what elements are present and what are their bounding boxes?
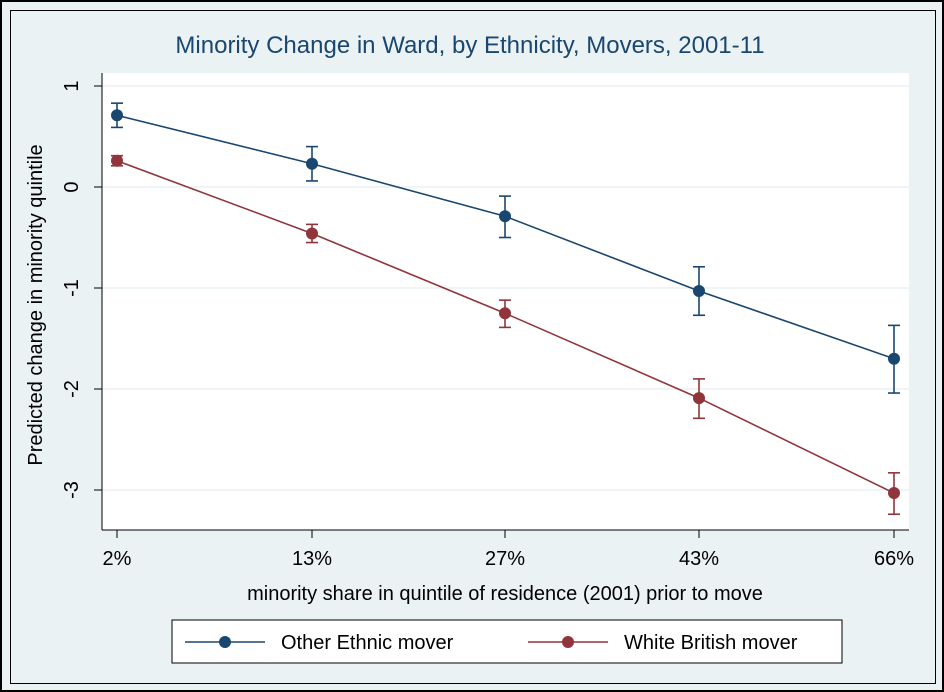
y-tick-label: -1 (61, 279, 83, 297)
x-tick-label: 43% (679, 548, 719, 570)
x-tick-label: 2% (103, 548, 132, 570)
chart-title: Minority Change in Ward, by Ethnicity, M… (175, 32, 764, 59)
legend-item: White British mover (528, 632, 798, 654)
data-point (306, 227, 318, 240)
y-tick-label: 1 (61, 80, 83, 91)
x-axis-label: minority share in quintile of residence … (247, 583, 763, 605)
legend: Other Ethnic mover White British mover (171, 619, 843, 664)
data-point (306, 157, 318, 170)
gridlines (102, 85, 909, 491)
chart-inner-frame (10, 10, 936, 684)
y-tick-label: -3 (61, 481, 83, 499)
series-other-ethnic (111, 102, 900, 394)
series-layer (111, 102, 900, 516)
y-tick-label: 0 (61, 181, 83, 192)
data-point (888, 352, 900, 365)
legend-label: White British mover (624, 632, 798, 654)
y-axis-label: Predicted change in minority quintile (25, 144, 47, 465)
x-ticks: 2% 13% 27% 43% 66% (103, 530, 914, 570)
data-point (888, 487, 900, 500)
legend-marker (562, 636, 574, 648)
data-point (111, 154, 123, 167)
legend-item: Other Ethnic mover (185, 632, 454, 654)
data-point (111, 109, 123, 122)
data-point (499, 307, 511, 320)
x-tick-label: 13% (292, 548, 332, 570)
y-tick-label: -2 (61, 380, 83, 398)
data-point (499, 210, 511, 223)
legend-label: Other Ethnic mover (281, 632, 454, 654)
data-point (693, 392, 705, 405)
x-tick-label: 27% (485, 548, 525, 570)
legend-marker (219, 636, 231, 648)
legend-items: Other Ethnic mover White British mover (185, 632, 798, 654)
series-white-british (111, 154, 900, 516)
y-ticks: 1 0 -1 -2 -3 (61, 80, 102, 499)
x-tick-label: 66% (874, 548, 914, 570)
legend-box (171, 619, 843, 664)
data-point (693, 285, 705, 298)
